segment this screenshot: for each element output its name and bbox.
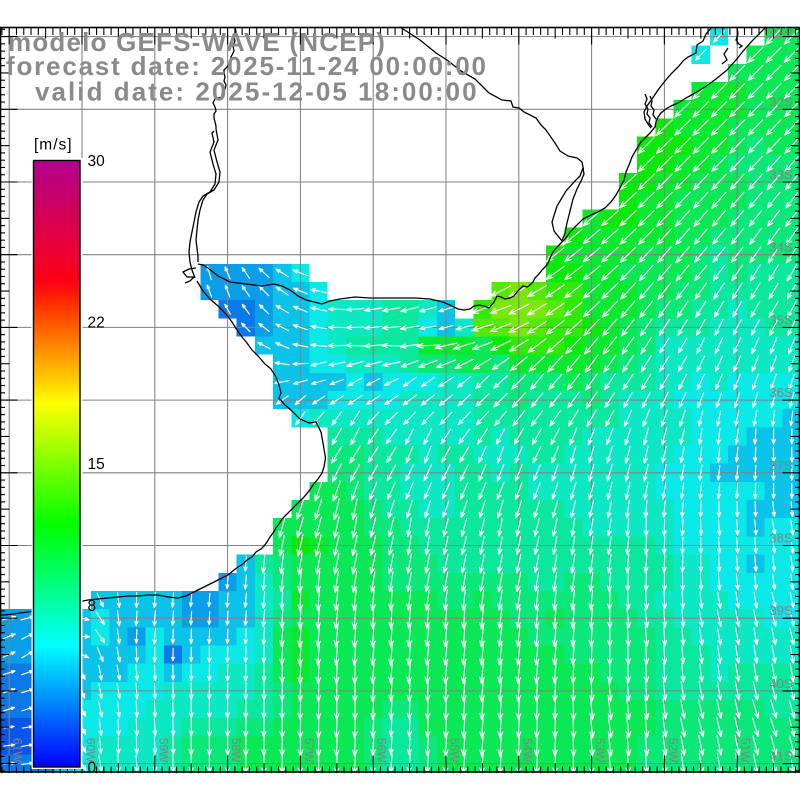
svg-text:51W: 51W [739,738,753,763]
svg-text:58W: 58W [229,738,243,763]
svg-text:15: 15 [88,456,105,473]
svg-text:30: 30 [88,153,106,170]
svg-text:modelo GEFS-WAVE (NCEP): modelo GEFS-WAVE (NCEP) [8,27,386,57]
svg-text:55W: 55W [448,738,462,763]
svg-text:31S: 31S [769,22,792,37]
svg-text:41S: 41S [769,749,792,764]
svg-text:38S: 38S [769,531,792,546]
svg-text:40S: 40S [769,676,792,691]
svg-text:33S: 33S [769,167,792,182]
svg-text:36S: 36S [769,385,792,400]
svg-text:37S: 37S [769,458,792,473]
svg-text:57W: 57W [302,738,316,763]
svg-text:0: 0 [88,760,97,777]
svg-text:61W: 61W [11,738,25,763]
svg-text:34S: 34S [769,240,792,255]
svg-text:32S: 32S [769,94,792,109]
svg-text:59W: 59W [156,738,170,763]
svg-text:39S: 39S [769,603,792,618]
svg-text:54W: 54W [520,738,534,763]
svg-text:22: 22 [88,315,105,332]
svg-text:52W: 52W [666,738,680,763]
svg-text:60W: 60W [84,738,98,763]
svg-text:[m/s]: [m/s] [34,137,73,154]
svg-text:35S: 35S [769,312,792,327]
svg-text:forecast date: 2025-11-24 00:0: forecast date: 2025-11-24 00:00:00 [6,51,488,81]
svg-text:valid date: 2025-12-05 18:00:0: valid date: 2025-12-05 18:00:00 [35,77,479,107]
svg-text:56W: 56W [375,738,389,763]
svg-text:53W: 53W [593,738,607,763]
svg-text:8: 8 [88,598,97,615]
